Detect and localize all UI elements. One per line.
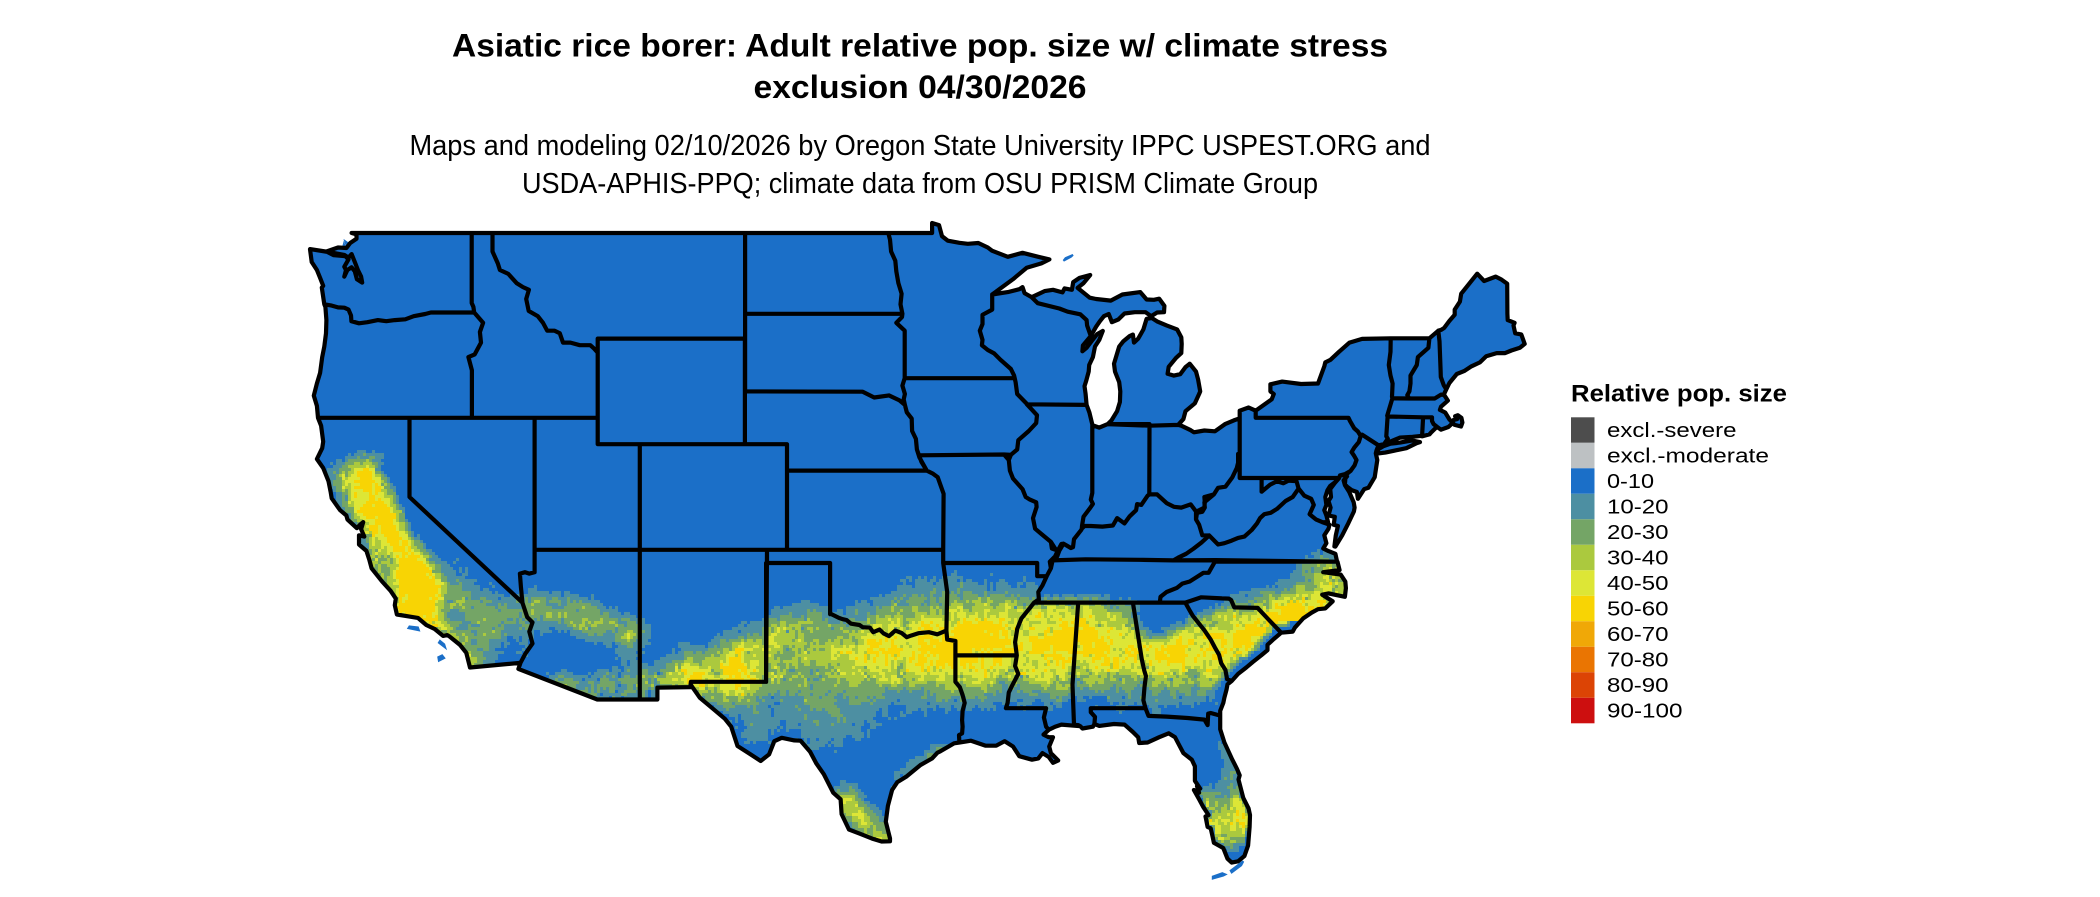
- svg-text:0-10: 0-10: [1607, 470, 1654, 493]
- svg-text:excl.-severe: excl.-severe: [1607, 419, 1737, 442]
- svg-text:USDA-APHIS-PPQ; climate data f: USDA-APHIS-PPQ; climate data from OSU PR…: [522, 168, 1318, 200]
- svg-text:40-50: 40-50: [1607, 572, 1669, 595]
- svg-text:Asiatic rice borer: Adult rela: Asiatic rice borer: Adult relative pop. …: [452, 28, 1388, 64]
- svg-text:Relative pop. size: Relative pop. size: [1571, 381, 1787, 408]
- svg-text:30-40: 30-40: [1607, 547, 1669, 570]
- svg-text:60-70: 60-70: [1607, 623, 1669, 646]
- svg-text:excl.-moderate: excl.-moderate: [1607, 445, 1769, 468]
- svg-text:80-90: 80-90: [1607, 674, 1669, 697]
- svg-text:50-60: 50-60: [1607, 598, 1669, 621]
- svg-text:90-100: 90-100: [1607, 700, 1683, 723]
- svg-text:Maps and modeling 02/10/2026 b: Maps and modeling 02/10/2026 by Oregon S…: [410, 130, 1431, 162]
- svg-text:70-80: 70-80: [1607, 649, 1669, 672]
- svg-text:10-20: 10-20: [1607, 496, 1669, 519]
- svg-text:20-30: 20-30: [1607, 521, 1669, 544]
- svg-text:exclusion 04/30/2026: exclusion 04/30/2026: [754, 69, 1087, 105]
